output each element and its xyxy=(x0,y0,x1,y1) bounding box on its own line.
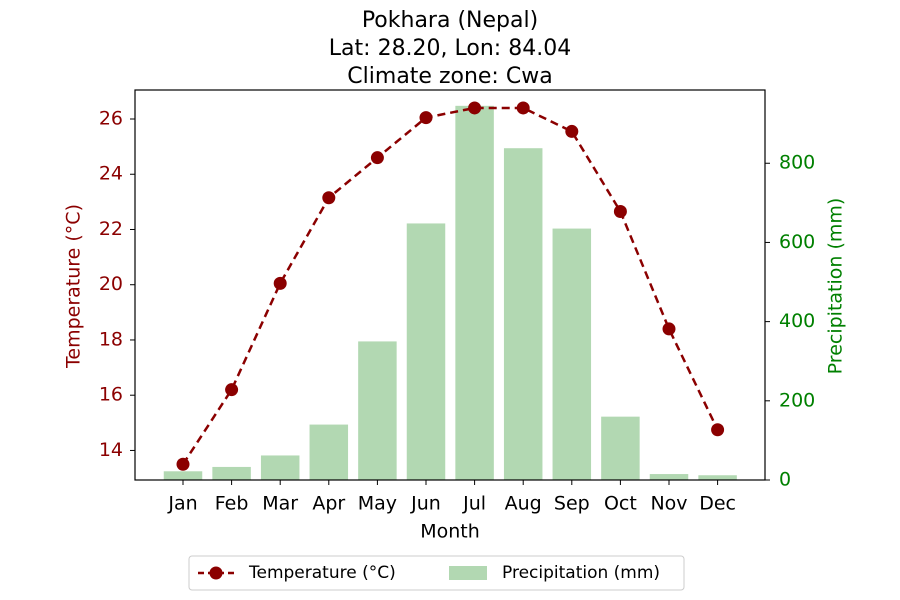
legend-precipitation-label: Precipitation (mm) xyxy=(502,563,660,583)
legend-precipitation-swatch xyxy=(449,566,487,580)
x-axis-ticks: Jan Feb Mar Apr May Jun Jul Aug Sep Oct Nov Dec xyxy=(167,480,736,515)
temperature-point-may xyxy=(370,151,384,165)
precipitation-tick-label: 600 xyxy=(779,231,815,253)
precipitation-tick-label: 0 xyxy=(779,469,791,491)
x-tick-label-jan: Jan xyxy=(167,493,197,515)
x-tick-label-may: May xyxy=(358,493,397,515)
precipitation-bar-oct xyxy=(601,416,640,480)
precipitation-axis-label: Precipitation (mm) xyxy=(825,198,847,375)
title-line-3: Climate zone: Cwa xyxy=(347,64,552,89)
legend: Temperature (°C) Precipitation (mm) xyxy=(188,555,685,591)
temperature-axis-ticks: 14 16 18 20 22 24 26 xyxy=(99,108,135,461)
temperature-point-jun xyxy=(419,111,433,125)
temperature-point-oct xyxy=(613,205,627,219)
x-tick-label-jun: Jun xyxy=(410,493,441,515)
temperature-point-aug xyxy=(516,101,530,115)
precipitation-bar-jul xyxy=(455,105,494,481)
temperature-series-line xyxy=(181,106,719,465)
precipitation-bar-jan xyxy=(163,471,203,480)
precipitation-bar-apr xyxy=(309,424,349,480)
temperature-point-nov xyxy=(662,322,676,336)
x-tick-label-dec: Dec xyxy=(699,493,736,515)
x-axis-label: Month xyxy=(420,521,480,543)
temperature-point-apr xyxy=(322,191,336,205)
temperature-tick-label: 18 xyxy=(99,328,123,350)
precipitation-bar-may xyxy=(358,341,397,480)
precipitation-tick-label: 400 xyxy=(779,310,815,332)
precipitation-bar-mar xyxy=(260,455,300,480)
x-tick-label-oct: Oct xyxy=(604,493,637,515)
legend-temperature-label: Temperature (°C) xyxy=(248,563,396,583)
temperature-point-feb xyxy=(225,383,239,397)
legend-frame xyxy=(188,555,685,591)
plot-area-frame xyxy=(134,89,766,481)
temperature-point-sep xyxy=(565,124,579,138)
precipitation-axis-ticks: 0 200 400 600 800 xyxy=(765,152,815,491)
temperature-tick-label: 14 xyxy=(99,439,123,461)
temperature-tick-label: 16 xyxy=(99,384,123,406)
x-tick-label-apr: Apr xyxy=(312,493,345,515)
temperature-point-jul xyxy=(468,101,482,115)
legend-temperature-swatch-marker xyxy=(209,566,223,580)
precipitation-bar-aug xyxy=(503,148,543,480)
x-tick-label-nov: Nov xyxy=(650,493,687,515)
precipitation-tick-label: 800 xyxy=(779,152,815,174)
title-line-1: Pokhara (Nepal) xyxy=(362,8,538,33)
precipitation-bar-sep xyxy=(552,228,592,480)
precipitation-bars xyxy=(163,105,737,481)
x-tick-label-feb: Feb xyxy=(215,493,249,515)
temperature-tick-label: 26 xyxy=(99,108,123,130)
temperature-tick-label: 20 xyxy=(99,273,123,295)
x-tick-label-sep: Sep xyxy=(554,493,590,515)
temperature-point-dec xyxy=(711,423,725,437)
x-tick-label-jul: Jul xyxy=(462,493,486,515)
precipitation-bar-feb xyxy=(212,466,251,480)
precipitation-bar-nov xyxy=(649,474,689,480)
title-line-2: Lat: 28.20, Lon: 84.04 xyxy=(329,36,571,61)
temperature-point-jan xyxy=(176,457,190,471)
temperature-line xyxy=(176,101,725,471)
chart-title: Pokhara (Nepal) Lat: 28.20, Lon: 84.04 C… xyxy=(329,8,571,89)
temperature-tick-label: 22 xyxy=(99,218,123,240)
precipitation-bar-dec xyxy=(698,475,737,480)
precipitation-bar-jun xyxy=(406,223,446,481)
x-tick-label-mar: Mar xyxy=(262,493,298,515)
temperature-tick-label: 24 xyxy=(99,163,123,185)
temperature-point-mar xyxy=(273,276,287,290)
precipitation-tick-label: 200 xyxy=(779,389,815,411)
temperature-axis-label: Temperature (°C) xyxy=(63,204,85,369)
x-tick-label-aug: Aug xyxy=(505,493,542,515)
